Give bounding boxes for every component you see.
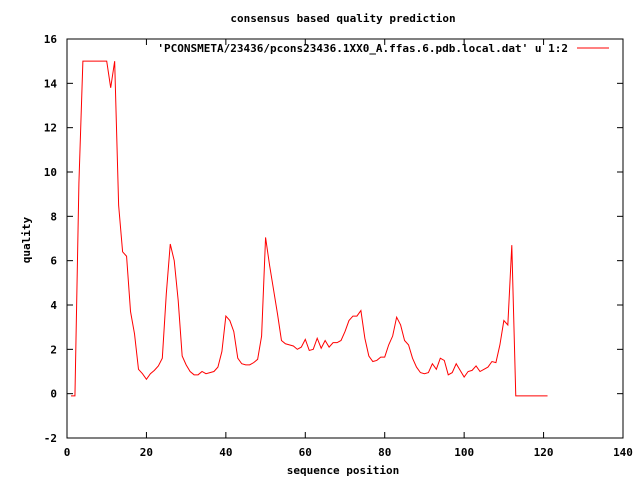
y-tick-label: -2 bbox=[44, 432, 57, 445]
x-axis: 0 20 40 60 80 100 120 140 bbox=[64, 39, 633, 459]
x-tick-label: 40 bbox=[219, 446, 232, 459]
y-tick-label: 6 bbox=[50, 255, 57, 268]
x-axis-label: sequence position bbox=[287, 464, 400, 477]
y-tick-label: 16 bbox=[44, 33, 58, 46]
x-tick-label: 60 bbox=[299, 446, 312, 459]
legend: 'PCONSMETA/23436/pcons23436.1XX0_A.ffas.… bbox=[157, 42, 609, 55]
x-tick-label: 0 bbox=[64, 446, 71, 459]
x-tick-label: 80 bbox=[378, 446, 391, 459]
legend-entry-label: 'PCONSMETA/23436/pcons23436.1XX0_A.ffas.… bbox=[157, 42, 568, 55]
x-tick-label: 120 bbox=[534, 446, 554, 459]
x-tick-label: 140 bbox=[613, 446, 633, 459]
y-axis-label: quality bbox=[20, 216, 33, 263]
x-tick-label: 100 bbox=[454, 446, 474, 459]
y-tick-label: 10 bbox=[44, 166, 57, 179]
y-tick-label: 4 bbox=[50, 299, 57, 312]
y-axis: -2 0 2 4 6 8 10 12 14 16 bbox=[44, 33, 623, 445]
y-tick-label: 8 bbox=[50, 210, 57, 223]
series-line bbox=[70, 60, 548, 397]
y-tick-label: 2 bbox=[50, 343, 57, 356]
x-tick-label: 20 bbox=[140, 446, 153, 459]
y-tick-label: 0 bbox=[50, 388, 57, 401]
series-group bbox=[70, 60, 548, 397]
plot-area bbox=[66, 38, 624, 439]
y-tick-label: 14 bbox=[44, 77, 58, 90]
y-tick-label: 12 bbox=[44, 122, 57, 135]
chart-title: consensus based quality prediction bbox=[230, 12, 455, 25]
